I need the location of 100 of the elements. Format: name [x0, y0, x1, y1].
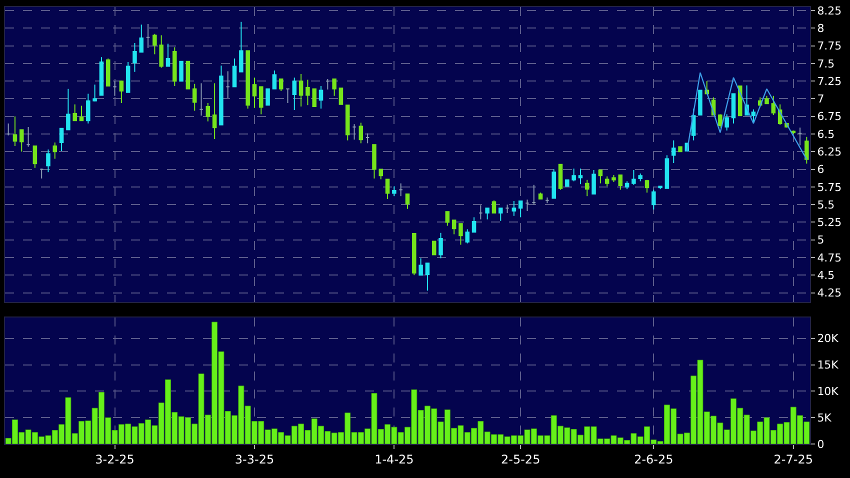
candlestick — [106, 58, 110, 87]
candlestick — [246, 50, 250, 110]
candlestick — [644, 179, 650, 194]
candlestick — [186, 60, 190, 90]
y-tick-label: 4.5 — [817, 269, 835, 282]
candlestick — [166, 43, 170, 67]
candlestick — [199, 82, 204, 116]
candlestick — [232, 58, 237, 88]
candlestick — [259, 86, 264, 115]
y-tick-label: 8.25 — [817, 4, 842, 18]
candlestick — [618, 174, 623, 190]
candlestick — [532, 184, 536, 206]
candlestick — [72, 104, 77, 122]
candlestick — [119, 80, 124, 104]
candlestick — [86, 93, 90, 124]
candlestick — [664, 154, 670, 189]
candlestick — [505, 204, 510, 214]
candlestick — [20, 129, 24, 152]
y-tick-label: 5.75 — [817, 180, 842, 194]
candlestick — [632, 170, 636, 186]
candlestick — [6, 122, 10, 136]
candlestick — [326, 78, 330, 90]
candlestick — [39, 168, 44, 179]
candlestick — [92, 84, 97, 102]
candlestick — [179, 60, 184, 82]
y-tick-label: 6.25 — [817, 146, 842, 159]
y-tick-label: 4.25 — [817, 286, 842, 300]
y-tick-label: 5.25 — [817, 216, 842, 230]
candlestick — [458, 223, 463, 246]
candlestick — [312, 88, 316, 107]
x-tick-label: 3-2-25 — [95, 452, 134, 466]
candlestick — [432, 240, 436, 256]
candlestick — [378, 168, 384, 180]
y-tick-label: 5 — [817, 234, 824, 247]
candlestick — [585, 179, 590, 197]
candlestick — [239, 21, 244, 72]
candlestick — [612, 174, 616, 183]
candlestick — [798, 127, 802, 146]
candlestick — [771, 95, 776, 116]
candlestick — [338, 88, 344, 105]
candlestick — [212, 82, 217, 140]
candlestick — [345, 104, 350, 141]
candlestick — [192, 83, 197, 112]
x-tick-label: 2-5-25 — [501, 452, 540, 466]
candlestick — [525, 199, 530, 212]
candlestick — [624, 180, 630, 190]
candlestick — [292, 77, 297, 111]
candlestick — [26, 126, 30, 148]
candlestick — [425, 262, 430, 292]
candlestick — [172, 46, 177, 87]
candlestick — [306, 79, 310, 106]
candlestick — [139, 24, 144, 53]
candlestick — [365, 132, 370, 144]
candlestick — [99, 56, 104, 96]
candlestick — [385, 178, 390, 200]
candlestick — [392, 186, 396, 197]
candlestick — [278, 78, 284, 92]
candlestick — [252, 77, 257, 108]
candlestick — [418, 258, 423, 276]
candlestick — [226, 70, 230, 99]
candlestick — [405, 194, 410, 210]
candlestick — [671, 140, 676, 164]
candlestick — [731, 93, 736, 124]
candlestick — [552, 168, 556, 199]
candlestick — [724, 114, 729, 131]
candlestick — [112, 80, 117, 96]
y-tick-label: 7.5 — [817, 57, 835, 70]
y-tick-label: 6.75 — [817, 110, 842, 124]
candlestick — [738, 86, 742, 116]
y-tick-label: 5K — [817, 411, 832, 424]
candlestick — [452, 220, 456, 235]
candlestick — [372, 144, 376, 179]
y-tick-label: 0 — [817, 438, 824, 451]
candlestick — [604, 176, 610, 187]
candlestick — [159, 34, 164, 68]
candlestick — [352, 124, 356, 140]
y-tick-label: 7 — [817, 92, 824, 106]
candlestick — [66, 88, 70, 130]
candlestick — [332, 78, 336, 96]
candlestick — [79, 105, 84, 122]
x-tick-label: 1-4-25 — [374, 452, 414, 466]
candlestick — [472, 216, 476, 233]
x-tick-label: 3-3-25 — [234, 452, 274, 466]
y-tick-label: 6.5 — [817, 128, 835, 141]
y-tick-label: 7.25 — [817, 74, 842, 88]
candlestick — [152, 33, 157, 55]
candlestick — [46, 149, 50, 173]
y-tick-label: 5.5 — [817, 198, 835, 212]
candlestick — [638, 173, 642, 182]
candlestick — [512, 200, 516, 216]
candlestick — [678, 146, 682, 152]
y-tick-label: 15K — [817, 358, 840, 372]
candlestick — [12, 116, 18, 147]
candlestick — [412, 233, 416, 276]
x-tick-label: 2-6-25 — [634, 452, 674, 466]
candlestick — [286, 88, 290, 104]
candlestick — [598, 170, 603, 184]
y-tick-label: 6 — [817, 163, 824, 176]
y-tick-label: 7.75 — [817, 40, 842, 53]
candlestick — [592, 170, 596, 195]
